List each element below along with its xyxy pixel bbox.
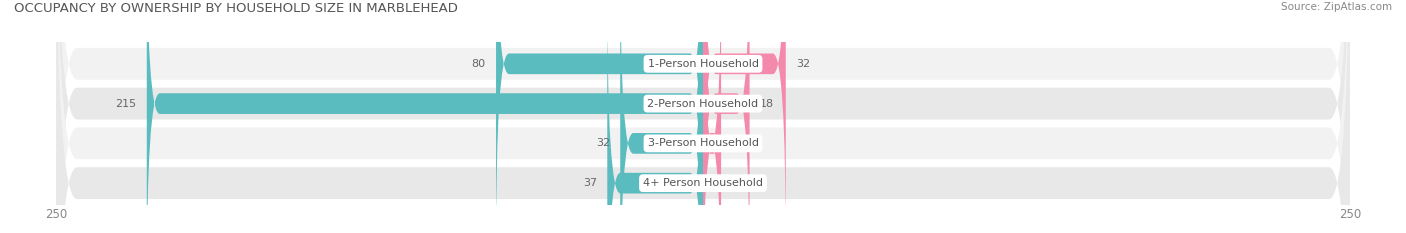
- Text: 0: 0: [713, 178, 720, 188]
- FancyBboxPatch shape: [56, 0, 1350, 233]
- FancyBboxPatch shape: [703, 0, 749, 233]
- Text: 2-Person Household: 2-Person Household: [647, 99, 759, 109]
- Text: 18: 18: [759, 99, 775, 109]
- FancyBboxPatch shape: [56, 0, 1350, 233]
- Text: 32: 32: [596, 138, 610, 148]
- FancyBboxPatch shape: [56, 0, 1350, 233]
- FancyBboxPatch shape: [496, 0, 703, 233]
- Text: 32: 32: [796, 59, 810, 69]
- FancyBboxPatch shape: [146, 0, 703, 233]
- Text: 1-Person Household: 1-Person Household: [648, 59, 758, 69]
- Text: 7: 7: [731, 138, 738, 148]
- Text: 37: 37: [583, 178, 598, 188]
- Text: 4+ Person Household: 4+ Person Household: [643, 178, 763, 188]
- FancyBboxPatch shape: [703, 0, 786, 233]
- FancyBboxPatch shape: [56, 0, 1350, 233]
- Text: Source: ZipAtlas.com: Source: ZipAtlas.com: [1281, 2, 1392, 12]
- FancyBboxPatch shape: [607, 0, 703, 233]
- FancyBboxPatch shape: [620, 0, 703, 233]
- Text: 215: 215: [115, 99, 136, 109]
- Text: 3-Person Household: 3-Person Household: [648, 138, 758, 148]
- Text: OCCUPANCY BY OWNERSHIP BY HOUSEHOLD SIZE IN MARBLEHEAD: OCCUPANCY BY OWNERSHIP BY HOUSEHOLD SIZE…: [14, 2, 458, 15]
- Text: 80: 80: [471, 59, 485, 69]
- FancyBboxPatch shape: [703, 0, 721, 233]
